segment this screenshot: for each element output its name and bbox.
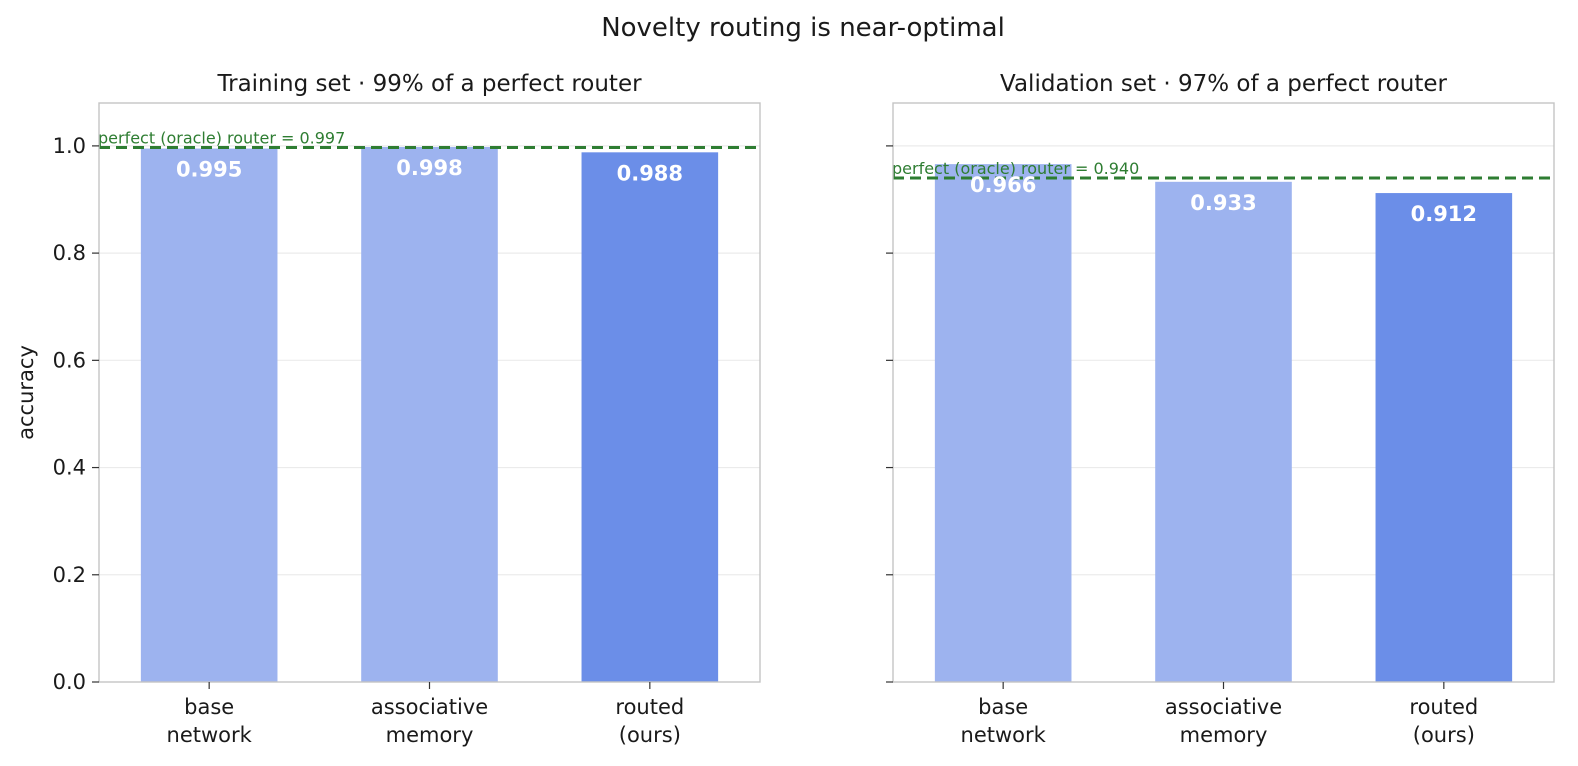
value-label: 0.998 — [396, 156, 462, 180]
x-tick-label: base network — [961, 695, 1047, 747]
oracle-label: perfect (oracle) router = 0.940 — [892, 159, 1139, 178]
value-label: 0.988 — [617, 161, 683, 185]
x-tick-label: base network — [167, 695, 253, 747]
figure-title: Novelty routing is near-optimal — [601, 13, 1005, 43]
panel-title: Training set · 99% of a perfect router — [216, 71, 642, 97]
bar-base-network — [140, 148, 278, 682]
y-tick-label: 0.6 — [53, 348, 86, 372]
y-tick-label: 0.2 — [53, 563, 86, 587]
value-label: 0.912 — [1411, 202, 1477, 226]
bar-routed-ours — [581, 152, 719, 683]
bar-base-network — [934, 164, 1072, 682]
value-label: 0.995 — [176, 158, 242, 182]
y-tick-label: 1.0 — [53, 134, 86, 158]
bar-routed-ours — [1375, 193, 1513, 683]
oracle-label: perfect (oracle) router = 0.997 — [98, 128, 345, 147]
panel-title: Validation set · 97% of a perfect router — [1000, 71, 1447, 97]
x-tick-label: associative memory — [371, 695, 488, 747]
x-tick-label: routed (ours) — [1409, 695, 1478, 747]
value-label: 0.933 — [1190, 191, 1256, 215]
value-label: 0.966 — [970, 173, 1036, 197]
y-tick-label: 0.8 — [53, 241, 86, 265]
bar-associative-memory — [1155, 181, 1292, 682]
y-axis-label: accuracy — [14, 345, 38, 440]
y-tick-label: 0.4 — [53, 456, 86, 480]
x-tick-label: routed (ours) — [615, 695, 684, 747]
bar-associative-memory — [361, 146, 498, 682]
y-tick-label: 0.0 — [53, 670, 86, 694]
panel-training: perfect (oracle) router = 0.997 0.995 0.99… — [14, 71, 761, 747]
x-tick-label: associative memory — [1165, 695, 1282, 747]
